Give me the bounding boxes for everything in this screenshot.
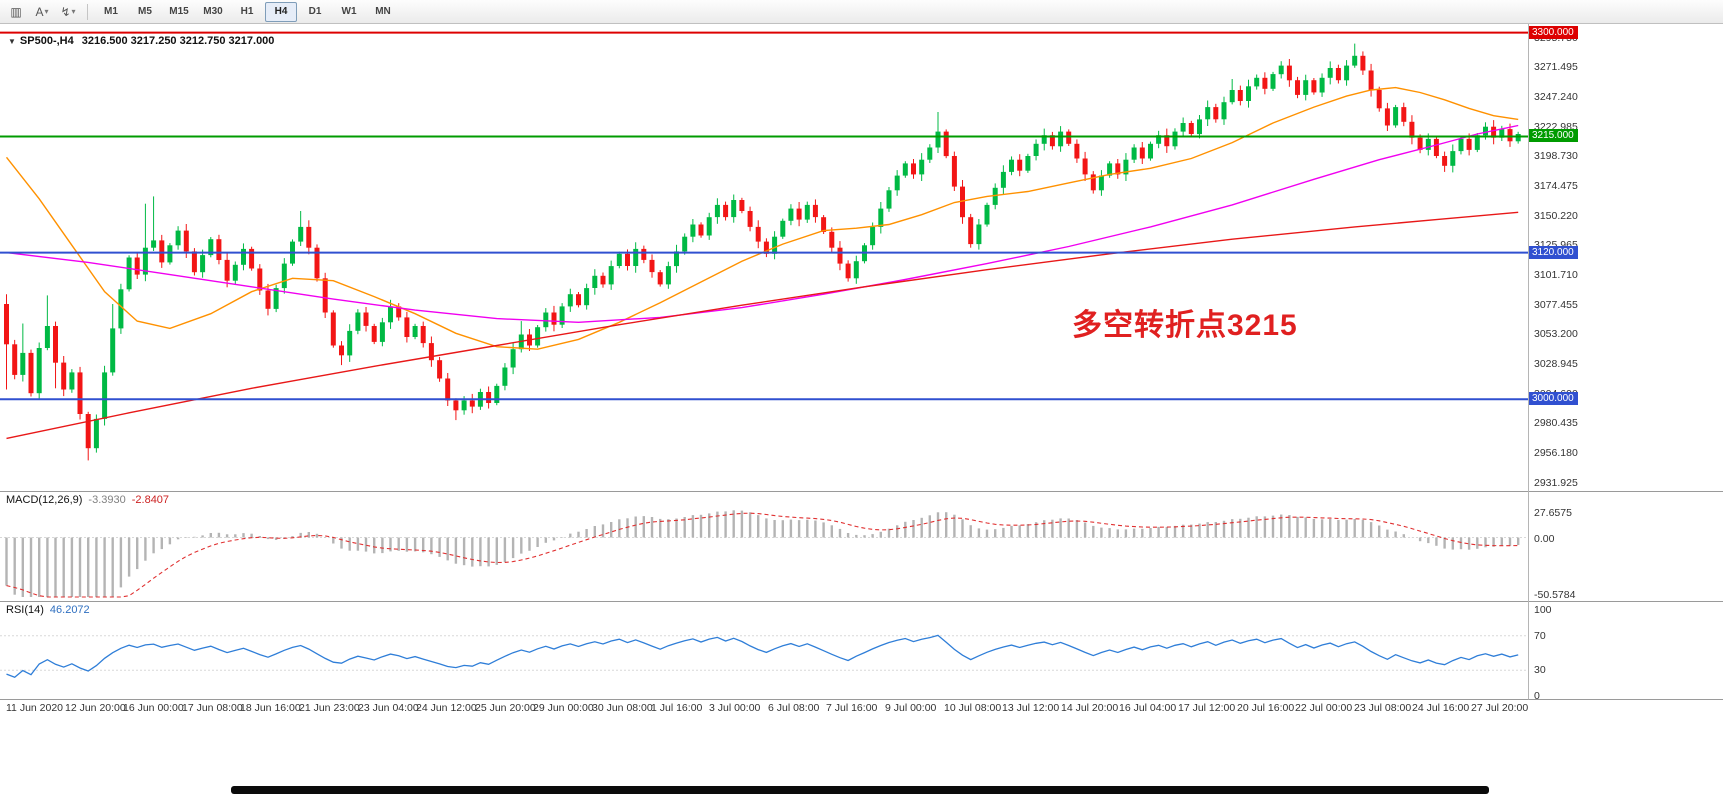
time-axis-label: 25 Jun 20:00 — [475, 702, 536, 714]
time-axis-label: 24 Jul 16:00 — [1412, 702, 1470, 714]
time-axis-label: 29 Jun 00:00 — [533, 702, 594, 714]
line-studies-icon[interactable]: ↯ ▾ — [60, 4, 76, 19]
time-axis-label: 23 Jul 08:00 — [1354, 702, 1412, 714]
rsi-scale-label: 0 — [1534, 690, 1540, 702]
toolbar: ▥ A ▾ ↯ ▾ M1 M5 M15 M30 H1 H4 D1 W1 MN — [0, 0, 1723, 24]
time-axis-label: 16 Jun 00:00 — [123, 702, 184, 714]
time-axis-label: 13 Jul 12:00 — [1002, 702, 1060, 714]
mid-ma-line — [6, 124, 1519, 324]
macd-indicator-label: MACD(12,26,9) -3.3930 -2.8407 — [6, 494, 169, 506]
time-axis-label: 11 Jun 2020 — [6, 702, 64, 714]
macd-scale-label: 0.00 — [1534, 533, 1555, 545]
time-axis-label: 12 Jun 20:00 — [65, 702, 126, 714]
price-axis-label: 2931.925 — [1534, 477, 1578, 489]
time-axis-label: 24 Jun 12:00 — [416, 702, 477, 714]
time-axis-label: 1 Jul 16:00 — [651, 702, 703, 714]
rsi-line — [6, 634, 1519, 678]
rsi-scale-label: 100 — [1534, 604, 1552, 616]
rsi-scale-label: 30 — [1534, 664, 1546, 676]
timeframe-m15-button[interactable]: M15 — [169, 6, 189, 17]
timeframe-m1-button[interactable]: M1 — [104, 6, 118, 17]
time-axis-label: 17 Jul 12:00 — [1178, 702, 1236, 714]
time-axis-label: 6 Jul 08:00 — [768, 702, 820, 714]
macd-signal-value: -2.8407 — [131, 494, 170, 506]
price-axis-label: 3028.945 — [1534, 358, 1578, 370]
timeframe-mn-button[interactable]: MN — [375, 6, 391, 17]
caret-down-icon: ▾ — [44, 7, 49, 16]
time-axis-label: 17 Jun 08:00 — [182, 702, 243, 714]
macd-scale-label: 27.6575 — [1534, 507, 1572, 519]
time-axis-label: 18 Jun 16:00 — [240, 702, 301, 714]
macd-indicator-name: MACD(12,26,9) — [6, 494, 83, 506]
price-axis-label: 3150.220 — [1534, 210, 1578, 222]
timeframe-w1-button[interactable]: W1 — [341, 6, 357, 17]
time-axis-label: 10 Jul 08:00 — [944, 702, 1002, 714]
rsi-scale-label: 70 — [1534, 630, 1546, 642]
price-axis-label: 2956.180 — [1534, 447, 1578, 459]
candlestick-series — [4, 43, 1521, 461]
macd-signal-line — [6, 512, 1519, 598]
price-axis-label: 3174.475 — [1534, 180, 1578, 192]
text-tool-icon[interactable]: A ▾ — [35, 4, 49, 19]
chart-layout-icon[interactable]: ▥ — [10, 4, 22, 19]
time-axis-label: 22 Jul 00:00 — [1295, 702, 1353, 714]
timeframe-m5-button[interactable]: M5 — [138, 6, 152, 17]
price-axis-label: 3053.200 — [1534, 328, 1578, 340]
time-axis-label: 7 Jul 16:00 — [826, 702, 878, 714]
price-line-label-3120[interactable]: 3120.000 — [1529, 246, 1578, 259]
price-axis-label: 3247.240 — [1534, 91, 1578, 103]
chart-title: ▼ SP500-,H4 3216.500 3217.250 3212.750 321… — [8, 35, 274, 47]
macd-main-value: -3.3930 — [88, 494, 126, 506]
time-axis-label: 3 Jul 00:00 — [709, 702, 761, 714]
price-line-label-3000[interactable]: 3000.000 — [1529, 392, 1578, 405]
price-axis-label: 3271.495 — [1534, 61, 1578, 73]
fast-ma-line — [5, 86, 1519, 350]
time-axis-label: 16 Jul 04:00 — [1119, 702, 1177, 714]
timeframe-h4-button[interactable]: H4 — [265, 1, 297, 22]
timeframe-m30-button[interactable]: M30 — [203, 6, 223, 17]
time-axis-label: 23 Jun 04:00 — [358, 702, 419, 714]
price-axis-label: 3101.710 — [1534, 269, 1578, 281]
time-axis-label: 21 Jun 23:00 — [299, 702, 360, 714]
chart-symbol-timeframe: SP500-,H4 — [19, 35, 74, 47]
time-axis-label: 30 Jun 08:00 — [592, 702, 653, 714]
slow-ma-line — [6, 211, 1519, 440]
rsi-indicator-name: RSI(14) — [6, 604, 44, 616]
toolbar-separator — [87, 3, 88, 20]
price-axis-label: 2980.435 — [1534, 417, 1578, 429]
macd-scale-label: -50.5784 — [1534, 589, 1576, 601]
caret-down-icon: ▾ — [71, 7, 76, 16]
price-line-label-3215[interactable]: 3215.000 — [1529, 129, 1578, 142]
timeframe-d1-button[interactable]: D1 — [308, 6, 322, 17]
price-axis-label: 3198.730 — [1534, 150, 1578, 162]
time-axis-label: 20 Jul 16:00 — [1237, 702, 1295, 714]
macd-histogram — [5, 510, 1520, 597]
rsi-indicator-label: RSI(14) 46.2072 — [6, 604, 90, 616]
price-axis-label: 3077.455 — [1534, 299, 1578, 311]
rsi-value: 46.2072 — [49, 604, 90, 616]
chart-annotation-text: 多空转折点3215 — [1072, 309, 1298, 342]
time-axis-label: 14 Jul 20:00 — [1061, 702, 1119, 714]
bottom-strip — [231, 786, 1489, 794]
symbol-collapse-icon[interactable]: ▼ — [8, 37, 16, 46]
price-line-label-3300[interactable]: 3300.000 — [1529, 26, 1578, 39]
timeframe-h1-button[interactable]: H1 — [240, 6, 254, 17]
chart-ohlc-quote: 3216.500 3217.250 3212.750 3217.000 — [81, 35, 275, 47]
time-axis-label: 27 Jul 20:00 — [1471, 702, 1529, 714]
time-axis-label: 9 Jul 00:00 — [885, 702, 937, 714]
